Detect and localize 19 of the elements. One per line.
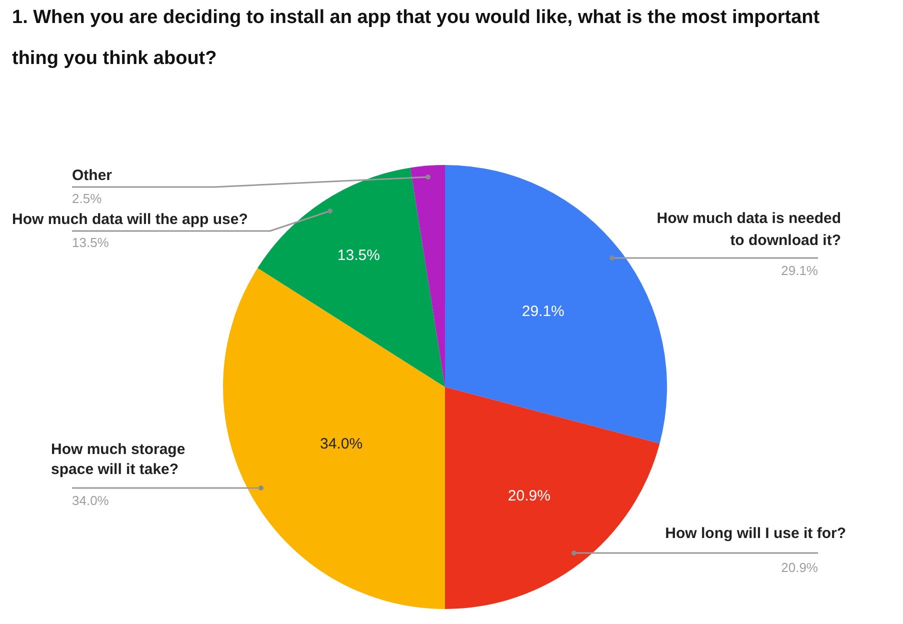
- chart-title: 1. When you are deciding to install an app that you would like, what is the most important thing you think about?: [12, 6, 821, 71]
- pie-slice: [410, 165, 445, 387]
- slice-label: How much storage space will it take?: [51, 440, 186, 480]
- data-label: 34.0%: [320, 436, 363, 452]
- slice-label: How long will I use it for?: [665, 524, 846, 544]
- data-label: 13.5%: [337, 247, 380, 264]
- data-label: 2.5%: [72, 191, 102, 207]
- slice-label: Other: [72, 166, 112, 186]
- data-label: 29.1%: [522, 302, 564, 320]
- text: 20.9%: [781, 560, 818, 575]
- data-label: 20.9%: [508, 488, 550, 505]
- pie-slice: [223, 268, 445, 609]
- slice-label: How much data will the app use?: [12, 210, 248, 230]
- pie-slice: [445, 387, 660, 609]
- pie-slice: [258, 168, 445, 387]
- text: 13.5%: [72, 235, 109, 250]
- text: 29.1%: [781, 263, 818, 278]
- slice-label: How much data is needed to download it?: [656, 209, 841, 251]
- text: 34.0%: [72, 493, 109, 508]
